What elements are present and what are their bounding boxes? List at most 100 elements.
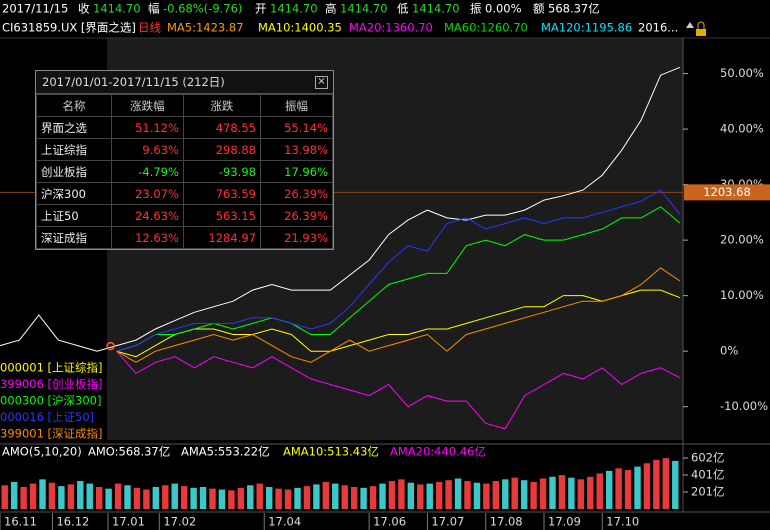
stat-cell: 55.14% bbox=[259, 116, 334, 139]
volume-bar bbox=[445, 480, 452, 509]
y-tick-label: 10.00% bbox=[720, 288, 764, 302]
volume-bar bbox=[29, 483, 37, 509]
panel-title-text: 2017/01/01-2017/11/15 (212日) bbox=[42, 75, 225, 89]
volume-bar bbox=[615, 468, 622, 509]
volume-bar bbox=[143, 489, 150, 509]
volume-bar bbox=[454, 478, 462, 509]
volume-bar bbox=[549, 476, 556, 509]
volume-bar bbox=[379, 483, 386, 509]
volume-bar bbox=[341, 485, 348, 509]
volume-bar bbox=[10, 481, 18, 509]
name-cell: 深证成指 bbox=[36, 226, 112, 249]
volume-bar bbox=[539, 478, 547, 509]
table-row: 沪深300 23.07% 763.59 26.39% bbox=[36, 182, 334, 205]
volume-bar bbox=[58, 486, 65, 509]
series-line bbox=[116, 350, 681, 430]
y-tick-label: 40.00% bbox=[720, 122, 764, 136]
lock-icon[interactable] bbox=[697, 21, 705, 30]
volume-bar bbox=[171, 483, 178, 509]
y-tick-label: 20.00% bbox=[720, 233, 764, 247]
volume-bar bbox=[95, 486, 103, 509]
volume-bar bbox=[209, 488, 216, 509]
legend-entry: 399001 [深证成指] bbox=[0, 427, 103, 441]
x-tick-label: 17.09 bbox=[548, 515, 581, 529]
stat-cell: 12.63% bbox=[110, 226, 184, 249]
price-marker-label: 1203.68 bbox=[703, 185, 751, 199]
volume-bar bbox=[1, 485, 8, 509]
ma-value: MA60:1260.70 bbox=[444, 21, 528, 35]
x-tick-label: 16.11 bbox=[4, 515, 37, 529]
volume-bar bbox=[530, 481, 537, 509]
y-tick-label: 0% bbox=[720, 344, 738, 358]
series-line bbox=[116, 189, 681, 352]
quote-label: 开 bbox=[255, 2, 267, 16]
volume-bar bbox=[265, 486, 273, 509]
volume-bar bbox=[634, 466, 641, 509]
y-tick-label: 602亿 bbox=[691, 450, 724, 464]
close-button[interactable]: × bbox=[315, 76, 328, 89]
table-row: 界面之选 51.12% 478.55 55.14% bbox=[36, 116, 334, 139]
volume-bar bbox=[105, 488, 112, 509]
quote-label: 振 bbox=[470, 2, 482, 16]
volume-bar bbox=[388, 481, 396, 509]
quote-value: -0.68%(-9.76) bbox=[163, 2, 242, 16]
stats-table: 名称 涨跌幅 涨跌 振幅 界面之选 51.12% 478.55 55.14% 上证综指 9.63%… bbox=[36, 94, 334, 249]
volume-bar bbox=[228, 490, 235, 509]
volume-bar bbox=[587, 476, 594, 509]
x-tick-label: 17.06 bbox=[373, 515, 406, 529]
volume-bar bbox=[473, 482, 481, 509]
name-cell: 上证综指 bbox=[36, 138, 112, 161]
volume-bar bbox=[247, 485, 254, 509]
stat-cell: 9.63% bbox=[110, 138, 184, 161]
quote-value: 1414.70 bbox=[93, 2, 141, 16]
period: 日线 bbox=[138, 21, 161, 35]
volume-label: AMA5:553.22亿 bbox=[181, 445, 270, 459]
volume-bar bbox=[653, 459, 660, 509]
scroll-icon[interactable] bbox=[686, 22, 694, 28]
volume-bar bbox=[558, 475, 566, 509]
volume-bar bbox=[114, 483, 122, 509]
symbol: CI631859.UX [界面之选] bbox=[2, 21, 136, 35]
stat-cell: -93.98 bbox=[182, 160, 261, 183]
quote-value: 1414.70 bbox=[412, 2, 460, 16]
series-line bbox=[116, 289, 681, 358]
date: 2017/11/15 bbox=[2, 2, 68, 16]
volume-bar bbox=[313, 484, 320, 509]
stat-cell: 763.59 bbox=[182, 182, 261, 205]
name-cell: 沪深300 bbox=[36, 182, 112, 205]
y-tick-label: 401亿 bbox=[691, 468, 724, 482]
stat-cell: 24.63% bbox=[110, 204, 184, 227]
volume-bar bbox=[492, 481, 500, 509]
column-header: 振幅 bbox=[259, 94, 334, 117]
ma-value: MA120:1195.86 bbox=[541, 21, 632, 35]
volume-bar bbox=[407, 482, 415, 509]
volume-bar bbox=[275, 488, 282, 509]
table-row: 创业板指 -4.79% -93.98 17.96% bbox=[36, 160, 334, 183]
stat-cell: 563.15 bbox=[182, 204, 261, 227]
panel-title: 2017/01/01-2017/11/15 (212日) × bbox=[36, 71, 333, 94]
volume-bar bbox=[350, 486, 358, 509]
volume-bar bbox=[20, 486, 27, 509]
volume-bar bbox=[67, 484, 75, 509]
table-row: 深证成指 12.63% 1284.97 21.93% bbox=[36, 226, 334, 249]
volume-bar bbox=[464, 481, 471, 509]
y-tick-label: 50.00% bbox=[720, 66, 764, 80]
stat-cell: 26.39% bbox=[259, 182, 334, 205]
lock-icon[interactable] bbox=[696, 29, 706, 36]
volume-bar bbox=[577, 479, 585, 509]
stat-cell: 298.88 bbox=[182, 138, 261, 161]
volume-bar bbox=[520, 480, 528, 509]
stat-cell: 1284.97 bbox=[182, 226, 261, 249]
volume-bar bbox=[332, 483, 339, 509]
volume-bar bbox=[568, 477, 575, 509]
volume-bar bbox=[199, 486, 207, 509]
ma-value: MA10:1400.35 bbox=[258, 21, 342, 35]
volume-bar bbox=[190, 487, 197, 509]
volume-bar bbox=[86, 483, 93, 509]
volume-bar bbox=[284, 489, 292, 509]
volume-bar bbox=[605, 470, 613, 509]
x-tick-label: 17.02 bbox=[163, 515, 196, 529]
stat-cell: 51.12% bbox=[110, 116, 184, 139]
volume-bar bbox=[426, 483, 433, 509]
